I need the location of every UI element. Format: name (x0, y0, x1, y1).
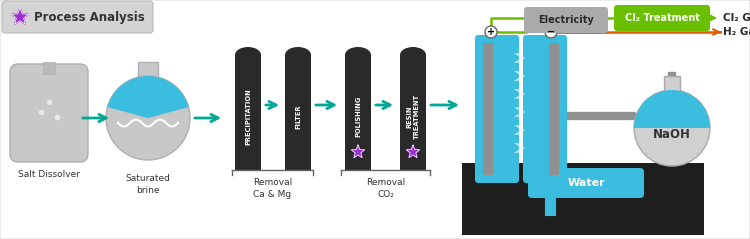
Text: FILTER: FILTER (295, 104, 301, 129)
Text: NaOH: NaOH (653, 127, 691, 141)
FancyBboxPatch shape (2, 1, 153, 33)
Polygon shape (11, 8, 28, 24)
Bar (235, 55, 261, 170)
Polygon shape (514, 125, 525, 135)
Text: Salt Dissolver: Salt Dissolver (18, 170, 80, 179)
Text: Removal
CO₂: Removal CO₂ (366, 178, 405, 199)
Polygon shape (514, 143, 525, 153)
Circle shape (545, 26, 557, 38)
FancyBboxPatch shape (524, 7, 608, 33)
Ellipse shape (345, 47, 371, 63)
Wedge shape (107, 76, 188, 118)
Bar (664, 76, 680, 91)
Text: Water: Water (567, 178, 604, 188)
Text: Cl₂ Treatment: Cl₂ Treatment (625, 13, 700, 23)
Bar (549, 43, 559, 175)
FancyBboxPatch shape (523, 35, 567, 183)
Bar (400, 55, 426, 170)
Circle shape (106, 76, 190, 160)
Polygon shape (406, 145, 420, 158)
Text: +: + (487, 27, 495, 37)
Text: Electricity: Electricity (538, 15, 594, 25)
Text: PRECIPITATION: PRECIPITATION (245, 88, 251, 145)
FancyBboxPatch shape (475, 35, 519, 183)
Circle shape (485, 26, 497, 38)
Text: −: − (547, 27, 555, 37)
Ellipse shape (235, 47, 261, 63)
Text: RESIN
TREATMENT: RESIN TREATMENT (406, 94, 420, 139)
FancyBboxPatch shape (614, 5, 710, 31)
Text: Removal
Ca & Mg: Removal Ca & Mg (253, 178, 292, 199)
FancyBboxPatch shape (10, 64, 88, 162)
Bar (462, 163, 704, 235)
Bar (483, 43, 493, 175)
Wedge shape (634, 90, 710, 128)
Circle shape (634, 90, 710, 166)
Polygon shape (514, 71, 525, 81)
Bar (345, 55, 371, 170)
Bar (285, 55, 311, 170)
Polygon shape (514, 53, 525, 63)
Ellipse shape (285, 47, 311, 63)
Text: POLISHING: POLISHING (355, 96, 361, 137)
Text: Saturated
brine: Saturated brine (125, 174, 170, 195)
Polygon shape (351, 145, 364, 158)
Polygon shape (514, 89, 525, 99)
Text: Cl₂ Gas: Cl₂ Gas (723, 13, 750, 23)
FancyBboxPatch shape (528, 168, 644, 198)
Ellipse shape (400, 47, 426, 63)
Text: H₂ Gas: H₂ Gas (723, 27, 750, 37)
Text: Process Analysis: Process Analysis (34, 11, 145, 23)
Bar (43, 62, 55, 74)
Bar (138, 62, 158, 77)
Polygon shape (514, 107, 525, 117)
